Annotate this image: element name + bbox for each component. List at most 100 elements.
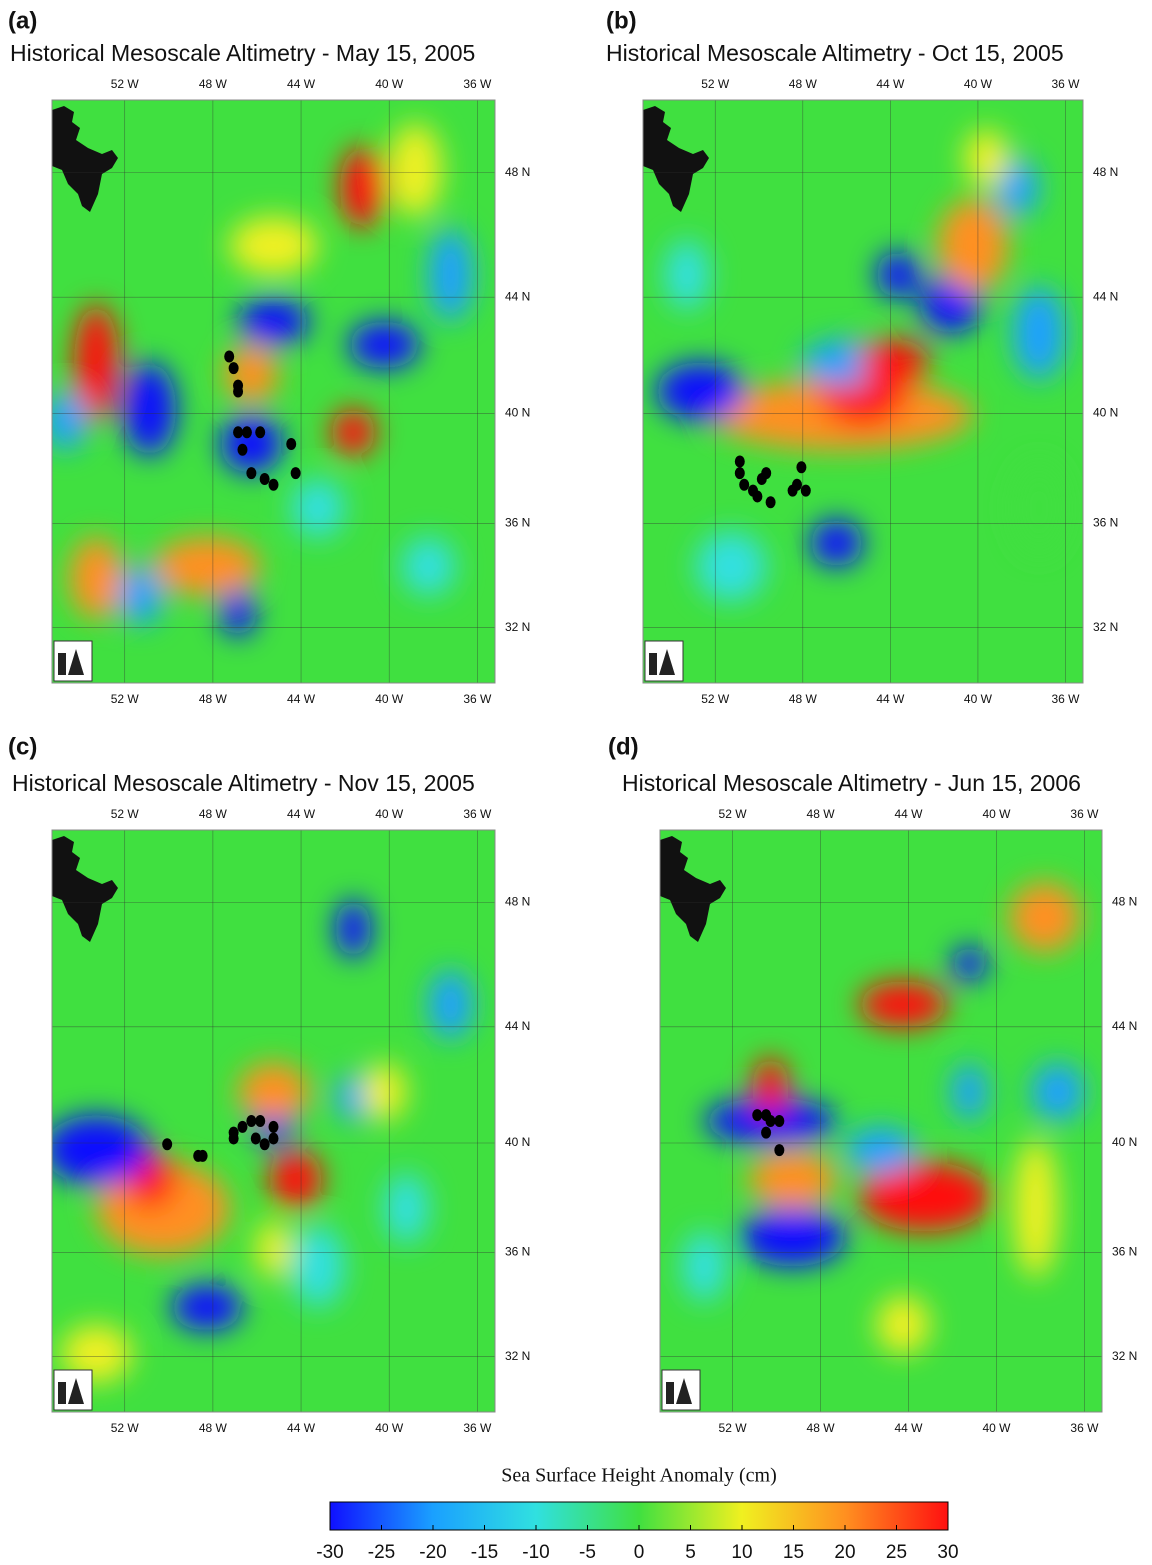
colorbar-tick-label: 20 bbox=[834, 1542, 855, 1563]
anomaly bbox=[682, 1231, 727, 1302]
y-tick-label: 44 N bbox=[505, 289, 530, 303]
anomaly-field bbox=[52, 899, 473, 1383]
anomaly bbox=[238, 1062, 309, 1121]
anomaly bbox=[362, 1062, 407, 1121]
float-position bbox=[752, 1109, 763, 1122]
x-tick-label: 52 W bbox=[111, 77, 140, 91]
panel-title: Historical Mesoscale Altimetry - Nov 15,… bbox=[12, 770, 475, 796]
float-position bbox=[228, 1126, 239, 1139]
colorbar-tick-label: -15 bbox=[471, 1542, 498, 1563]
float-position bbox=[268, 1132, 279, 1145]
anomaly bbox=[1012, 461, 1066, 555]
x-tick-label: 40 W bbox=[375, 692, 404, 706]
anomaly bbox=[118, 566, 163, 625]
x-tick-label: 44 W bbox=[894, 807, 923, 821]
anomaly bbox=[752, 1056, 789, 1116]
anomaly bbox=[153, 537, 261, 596]
map bbox=[52, 830, 495, 1412]
y-tick-label: 44 N bbox=[505, 1019, 530, 1033]
float-position bbox=[734, 455, 745, 468]
float-position bbox=[792, 478, 802, 491]
x-tick-label: 44 W bbox=[287, 807, 316, 821]
anomaly bbox=[269, 1150, 323, 1209]
logo-mark bbox=[649, 649, 675, 675]
colorbar-tick-label: 15 bbox=[783, 1542, 804, 1563]
float-position bbox=[255, 426, 266, 439]
y-tick-label: 32 N bbox=[1112, 1349, 1137, 1363]
map-frame bbox=[642, 99, 1084, 684]
anomaly bbox=[964, 129, 1009, 188]
y-tick-label: 48 N bbox=[1093, 165, 1118, 179]
float-position bbox=[774, 1144, 785, 1157]
float-position bbox=[241, 426, 252, 439]
x-tick-label: 40 W bbox=[964, 692, 993, 706]
x-tick-label: 44 W bbox=[287, 692, 316, 706]
y-tick-label: 40 N bbox=[1093, 406, 1118, 420]
x-tick-label: 36 W bbox=[1051, 77, 1080, 91]
map-frame bbox=[659, 829, 1103, 1413]
y-tick-label: 48 N bbox=[505, 895, 530, 909]
anomaly bbox=[220, 414, 283, 474]
float-position bbox=[765, 496, 776, 509]
map bbox=[52, 100, 495, 683]
land bbox=[52, 106, 118, 212]
y-tick-label: 40 N bbox=[505, 406, 530, 420]
anomaly bbox=[739, 1208, 846, 1267]
y-tick-label: 44 N bbox=[1093, 289, 1118, 303]
land bbox=[643, 106, 709, 212]
colorbar-tick-label: -30 bbox=[316, 1542, 343, 1563]
anomaly bbox=[171, 1283, 243, 1331]
y-tick-label: 40 N bbox=[505, 1135, 530, 1149]
x-tick-label: 44 W bbox=[287, 1421, 316, 1435]
anomaly bbox=[220, 589, 256, 637]
x-tick-label: 44 W bbox=[894, 1421, 923, 1435]
panel-title: Historical Mesoscale Altimetry - May 15,… bbox=[10, 40, 475, 66]
panel-label: (a) bbox=[8, 7, 37, 34]
anomaly bbox=[876, 1295, 930, 1354]
anomaly bbox=[1031, 1062, 1085, 1121]
y-tick-label: 36 N bbox=[1112, 1245, 1137, 1259]
anomaly bbox=[255, 1219, 292, 1279]
float-position bbox=[224, 350, 235, 363]
colorbar-tick-label: -20 bbox=[419, 1542, 446, 1563]
x-tick-label: 40 W bbox=[375, 77, 404, 91]
x-tick-label: 36 W bbox=[463, 77, 492, 91]
x-tick-label: 36 W bbox=[463, 807, 492, 821]
anomaly bbox=[428, 228, 473, 322]
anomaly-field bbox=[682, 882, 1085, 1354]
anomaly bbox=[951, 1062, 988, 1121]
anomaly bbox=[951, 946, 988, 982]
x-tick-label: 40 W bbox=[964, 77, 993, 91]
anomaly bbox=[401, 537, 456, 596]
x-tick-label: 52 W bbox=[701, 77, 730, 91]
float-position bbox=[233, 385, 244, 398]
x-tick-label: 48 W bbox=[199, 1421, 228, 1435]
anomaly bbox=[845, 1126, 917, 1174]
anomaly bbox=[428, 969, 473, 1040]
colorbar-tick-label: 0 bbox=[634, 1542, 645, 1563]
float-position bbox=[246, 467, 257, 480]
anomaly bbox=[858, 339, 929, 386]
float-position bbox=[290, 467, 301, 480]
colorbar-tick-label: 25 bbox=[886, 1542, 907, 1563]
panel-label: (b) bbox=[606, 7, 637, 34]
float-position bbox=[237, 1120, 248, 1133]
y-tick-label: 32 N bbox=[505, 620, 530, 634]
x-tick-label: 36 W bbox=[463, 692, 492, 706]
x-tick-label: 40 W bbox=[375, 807, 404, 821]
y-tick-label: 48 N bbox=[1112, 895, 1137, 909]
anomaly bbox=[52, 1115, 150, 1186]
y-tick-label: 40 N bbox=[1112, 1135, 1137, 1149]
colorbar-tick-label: 30 bbox=[937, 1542, 958, 1563]
anomaly bbox=[291, 478, 345, 538]
anomaly bbox=[238, 298, 309, 345]
anomaly bbox=[384, 1173, 429, 1244]
x-tick-label: 48 W bbox=[807, 807, 836, 821]
float-position bbox=[761, 467, 772, 480]
map-frame bbox=[51, 99, 496, 684]
float-position bbox=[761, 1126, 772, 1139]
x-tick-label: 44 W bbox=[876, 692, 905, 706]
y-tick-label: 32 N bbox=[505, 1349, 530, 1363]
float-position bbox=[255, 1115, 266, 1127]
colorbar-tick-label: 5 bbox=[685, 1542, 696, 1563]
